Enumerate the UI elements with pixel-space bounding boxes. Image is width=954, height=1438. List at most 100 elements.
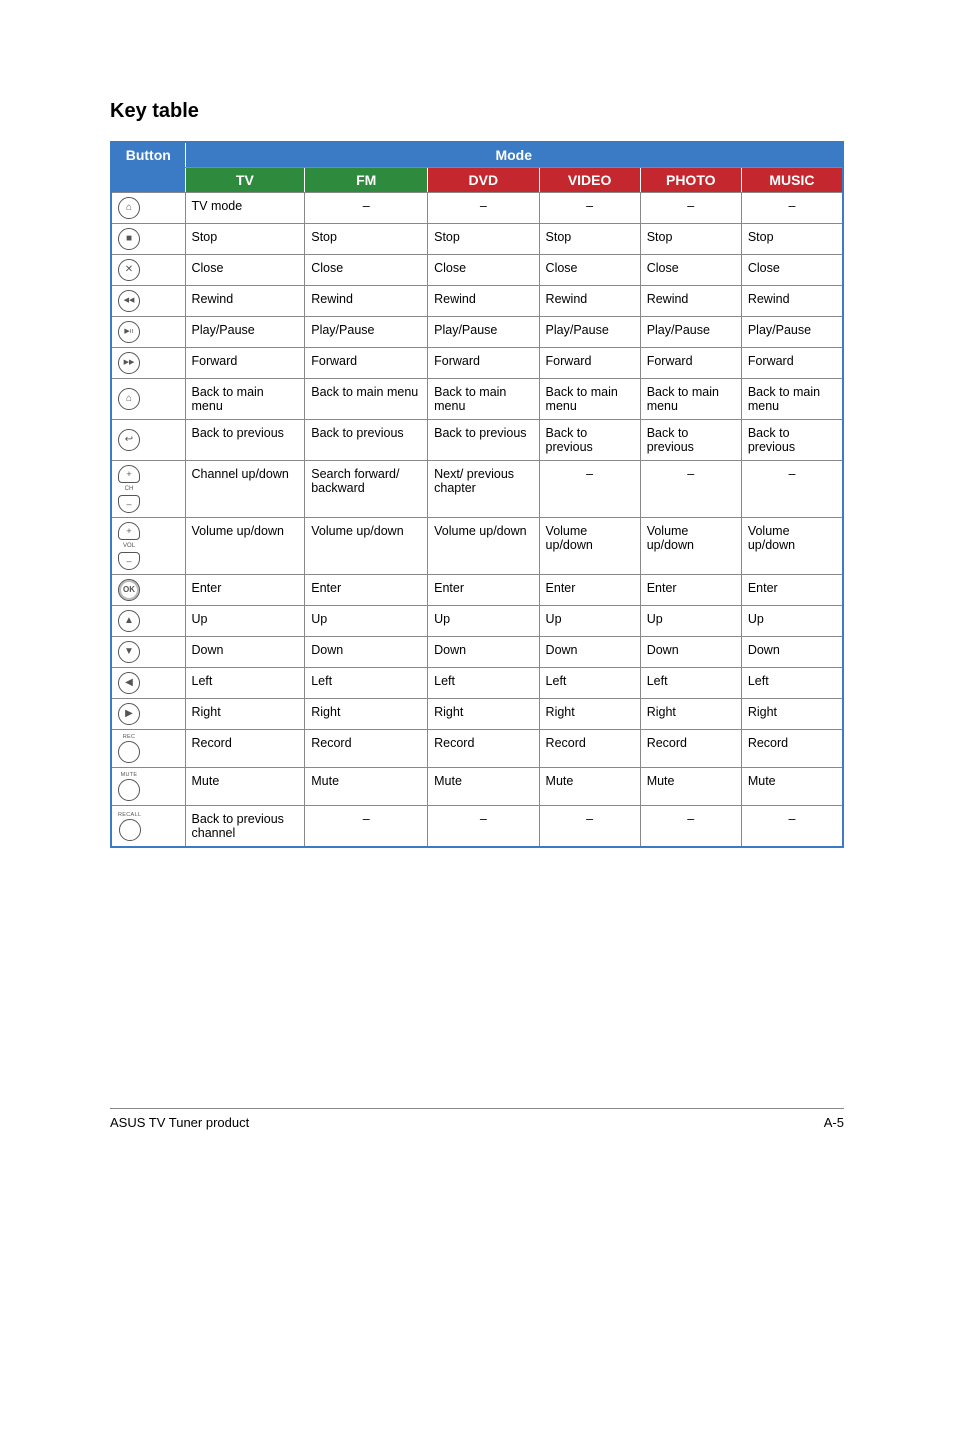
icon-cell: ◀ <box>111 668 185 699</box>
header-col: DVD <box>428 168 539 193</box>
cell: Record <box>539 730 640 768</box>
cell: Enter <box>428 575 539 606</box>
cell: Forward <box>305 348 428 379</box>
right-icon: ▶ <box>118 703 140 725</box>
cell: Close <box>539 255 640 286</box>
cell: Volume up/down <box>539 518 640 575</box>
icon-cell: ⌂ <box>111 379 185 420</box>
cell: Up <box>539 606 640 637</box>
cell: Volume up/down <box>741 518 843 575</box>
header-col: FM <box>305 168 428 193</box>
cell: – <box>741 806 843 848</box>
cell: Rewind <box>305 286 428 317</box>
cell: – <box>640 193 741 224</box>
cell: Forward <box>539 348 640 379</box>
cell: Play/Pause <box>428 317 539 348</box>
icon-cell: RECALL <box>111 806 185 848</box>
cell: Mute <box>741 768 843 806</box>
cell: – <box>428 806 539 848</box>
cell: Rewind <box>539 286 640 317</box>
icon-cell: ▶ıı <box>111 317 185 348</box>
cell: Stop <box>741 224 843 255</box>
table-row: ▶RightRightRightRightRightRight <box>111 699 843 730</box>
cell: Enter <box>305 575 428 606</box>
cell: Mute <box>539 768 640 806</box>
table-row: ◀◀RewindRewindRewindRewindRewindRewind <box>111 286 843 317</box>
icon-cell: OK <box>111 575 185 606</box>
cell: Back to main menu <box>305 379 428 420</box>
left-icon: ◀ <box>118 672 140 694</box>
cell: Close <box>305 255 428 286</box>
header-col: VIDEO <box>539 168 640 193</box>
cell: Down <box>305 637 428 668</box>
cell: Enter <box>640 575 741 606</box>
icon-cell: ▶▶ <box>111 348 185 379</box>
footer-left: ASUS TV Tuner product <box>110 1115 249 1130</box>
icon-cell: ▲ <box>111 606 185 637</box>
cell: Rewind <box>741 286 843 317</box>
cell: Back to main menu <box>428 379 539 420</box>
cell: Play/Pause <box>741 317 843 348</box>
cell: Volume up/down <box>185 518 305 575</box>
cell: Record <box>428 730 539 768</box>
cell: Right <box>539 699 640 730</box>
icon-cell: ▼ <box>111 637 185 668</box>
cell: Right <box>428 699 539 730</box>
header-col: PHOTO <box>640 168 741 193</box>
cell: Channel up/down <box>185 461 305 518</box>
cell: Stop <box>640 224 741 255</box>
cell: Left <box>428 668 539 699</box>
cell: Back to main menu <box>185 379 305 420</box>
cell: Volume up/down <box>640 518 741 575</box>
up-icon: ▲ <box>118 610 140 632</box>
table-row: ▲UpUpUpUpUpUp <box>111 606 843 637</box>
vol-icon: + VOL – <box>118 522 140 570</box>
page-title: Key table <box>110 100 844 123</box>
footer-right: A-5 <box>824 1115 844 1130</box>
cell: Back to previous <box>640 420 741 461</box>
forward-icon: ▶▶ <box>118 352 140 374</box>
cell: Play/Pause <box>640 317 741 348</box>
icon-cell: + VOL – <box>111 518 185 575</box>
cell: Back to main menu <box>741 379 843 420</box>
cell: – <box>539 806 640 848</box>
cell: Up <box>185 606 305 637</box>
cell: Play/Pause <box>305 317 428 348</box>
cell: – <box>305 806 428 848</box>
cell: Back to previous channel <box>185 806 305 848</box>
cell: Forward <box>428 348 539 379</box>
cell: – <box>428 193 539 224</box>
cell: Down <box>185 637 305 668</box>
cell: Right <box>185 699 305 730</box>
cell: Up <box>305 606 428 637</box>
cell: Volume up/down <box>305 518 428 575</box>
rec-icon: REC <box>118 734 140 763</box>
cell: Back to previous <box>539 420 640 461</box>
table-row: ⌂Back to main menuBack to main menuBack … <box>111 379 843 420</box>
table-row: OKEnterEnterEnterEnterEnterEnter <box>111 575 843 606</box>
cell: Forward <box>741 348 843 379</box>
cell: Left <box>741 668 843 699</box>
table-row: RECALL Back to previous channel––––– <box>111 806 843 848</box>
header-col: TV <box>185 168 305 193</box>
cell: Record <box>640 730 741 768</box>
cell: Volume up/down <box>428 518 539 575</box>
cell: Play/Pause <box>539 317 640 348</box>
header-button: Button <box>111 142 185 193</box>
icon-cell: ⌂ <box>111 193 185 224</box>
cell: Right <box>741 699 843 730</box>
recall-icon: RECALL <box>118 812 141 841</box>
close-icon: ✕ <box>118 259 140 281</box>
cell: Record <box>305 730 428 768</box>
table-row: MUTE MuteMuteMuteMuteMuteMute <box>111 768 843 806</box>
cell: Play/Pause <box>185 317 305 348</box>
cell: TV mode <box>185 193 305 224</box>
cell: Stop <box>428 224 539 255</box>
rewind-icon: ◀◀ <box>118 290 140 312</box>
cell: – <box>640 461 741 518</box>
cell: Rewind <box>185 286 305 317</box>
header-mode: Mode <box>185 142 843 168</box>
cell: Back to main menu <box>640 379 741 420</box>
cell: Close <box>428 255 539 286</box>
table-row: ⌂TV mode––––– <box>111 193 843 224</box>
